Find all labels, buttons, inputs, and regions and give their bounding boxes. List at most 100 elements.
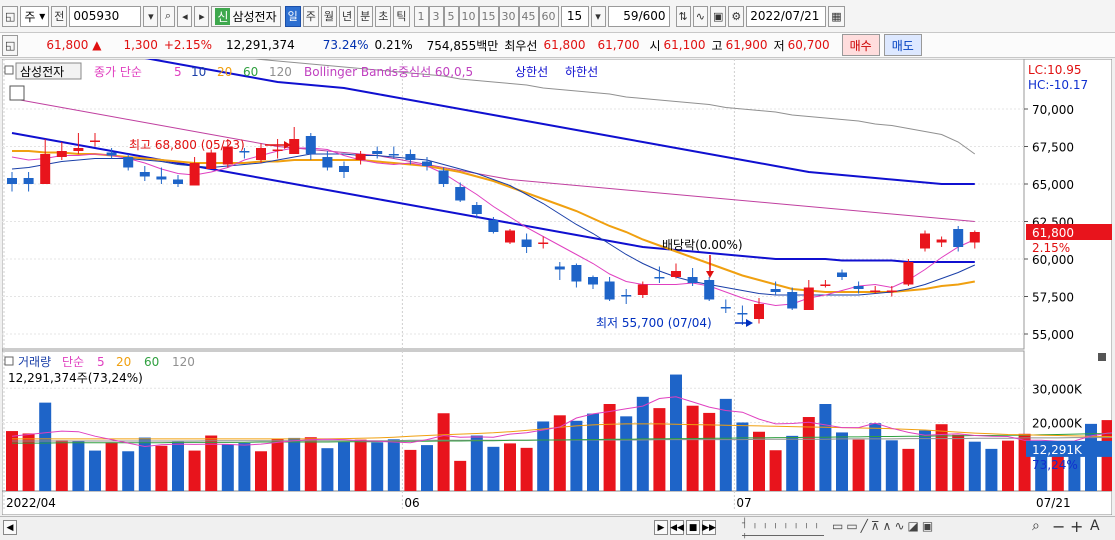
legend-ma-label: 종가 단순 — [94, 65, 142, 79]
zoom-slider[interactable]: ┤ ╷ ╷ ╷ ╷ ╷ ╷ ╷ ╷ — [742, 519, 824, 539]
dropdown-icon[interactable]: ▾ — [143, 5, 159, 27]
quote-window-icon[interactable]: ◱ — [2, 34, 19, 56]
interval-button-45[interactable]: 45 — [518, 5, 539, 27]
plus-icon[interactable]: + — [1070, 517, 1084, 536]
interval-button-5[interactable]: 5 — [443, 5, 459, 27]
annotation-low-arrowhead — [746, 319, 753, 327]
period-tab-2[interactable]: 월 — [320, 5, 338, 27]
volume-bar — [421, 445, 433, 491]
chart-scrollbar[interactable]: ◀ ▶ ◀◀ ■ ▶▶ ┤ ╷ ╷ ╷ ╷ ╷ ╷ ╷ ╷ ▭▭╱⊼∧∿◪▣ ⌕… — [0, 516, 1115, 540]
volume-bar — [387, 439, 400, 491]
candle-body — [886, 290, 897, 292]
y-tick-label: 65,000 — [1032, 178, 1074, 192]
y-tick-label: 70,000 — [1032, 103, 1074, 117]
candle-body — [571, 265, 582, 282]
candle-body — [23, 178, 34, 184]
volume-bar — [935, 424, 948, 491]
sell-button[interactable]: 매도 — [883, 34, 922, 56]
stock-tag: 신 — [215, 7, 231, 25]
next-stock-icon[interactable]: ▸ — [194, 5, 210, 27]
interval-button-60[interactable]: 60 — [538, 5, 559, 27]
volume-bar — [537, 421, 550, 491]
drawing-tools[interactable]: ▭▭╱⊼∧∿◪▣ — [832, 519, 937, 533]
candle-body — [521, 239, 532, 247]
zoom-out-icon[interactable]: ⌕ — [1032, 518, 1040, 534]
candle-body — [239, 151, 250, 153]
window-icon[interactable]: ◱ — [2, 5, 19, 27]
interval-button-1[interactable]: 1 — [413, 5, 429, 27]
stop-icon[interactable]: ■ — [686, 520, 700, 535]
change-percent: +2.15% — [163, 38, 213, 52]
compare-icon[interactable]: ⇅ — [675, 5, 691, 27]
x-tick-label: 2022/04 — [6, 496, 56, 510]
annotation-div-arrowhead — [706, 271, 714, 278]
interval-dropdown-icon[interactable]: ▾ — [590, 5, 606, 27]
volume-bar — [188, 450, 201, 491]
period-tab-6[interactable]: 틱 — [393, 5, 410, 27]
stock-chart[interactable]: 70,00067,50065,00062,50060,00057,50055,0… — [2, 59, 1112, 515]
stock-name-box[interactable]: 신 삼성전자 — [211, 5, 281, 27]
prev-stock-icon[interactable]: ◂ — [177, 5, 193, 27]
period-tab-5[interactable]: 초 — [375, 5, 392, 27]
candle-body — [139, 172, 150, 177]
period-tab-1[interactable]: 주 — [302, 5, 319, 27]
last-price-label: 61,800 — [1032, 226, 1074, 240]
mode-select[interactable]: 주 ▾ — [20, 5, 50, 27]
volume-bar — [255, 451, 267, 491]
search-icon[interactable]: ⌕ — [160, 5, 176, 27]
font-size-icon[interactable]: A — [1090, 518, 1100, 534]
candle-body — [604, 281, 615, 300]
date-input[interactable]: 2022/07/21 — [746, 5, 827, 27]
interval-button-3[interactable]: 3 — [428, 5, 444, 27]
stock-name: 삼성전자 — [232, 9, 277, 24]
last-price-pct: 2.15% — [1032, 241, 1070, 255]
candle-body — [322, 157, 333, 168]
volume-bar — [504, 443, 516, 491]
interval-button-15[interactable]: 15 — [478, 5, 499, 27]
interval-button-30[interactable]: 30 — [498, 5, 519, 27]
volume-bar — [819, 404, 832, 491]
candle-body — [969, 232, 980, 243]
volume-bar — [138, 437, 151, 491]
candle-body — [405, 154, 416, 160]
volume-bar — [105, 442, 118, 491]
candle-body — [770, 289, 781, 292]
period-tab-0[interactable]: 일 — [284, 5, 301, 27]
volume-bar — [686, 405, 699, 491]
mode2-button[interactable]: 전 — [51, 5, 68, 27]
volume-bar — [454, 460, 467, 491]
buy-button[interactable]: 매수 — [841, 34, 880, 56]
candle-body — [654, 277, 665, 279]
draw-line-icon[interactable]: ∿ — [692, 5, 708, 27]
candle-body — [189, 163, 200, 186]
vol-panel-menu-icon — [1098, 353, 1106, 361]
minus-icon[interactable]: − — [1052, 517, 1066, 536]
best-ask-label: 최우선 — [504, 38, 538, 53]
interval-input[interactable]: 15 — [560, 5, 589, 27]
save-icon[interactable]: ▣ — [709, 5, 727, 27]
volume-bar — [271, 438, 284, 491]
calendar-icon[interactable]: ▦ — [828, 5, 845, 27]
volume-bar — [122, 451, 135, 491]
legend-title-box — [15, 62, 82, 80]
volume-bar — [89, 450, 101, 491]
volume-bar — [321, 448, 334, 491]
candle-body — [339, 166, 349, 172]
volume-bar — [1085, 423, 1097, 491]
volume-bar — [437, 413, 450, 491]
volume-bar — [603, 404, 616, 491]
interval-button-10[interactable]: 10 — [458, 5, 479, 27]
scroll-left-icon[interactable]: ◀ — [3, 520, 17, 535]
candle-body — [471, 205, 482, 214]
rewind-icon[interactable]: ◀◀ — [670, 520, 684, 535]
settings-gear-icon[interactable]: ⚙ — [728, 5, 745, 27]
period-tab-4[interactable]: 분 — [357, 5, 374, 27]
fast-forward-icon[interactable]: ▶▶ — [702, 520, 716, 535]
scroll-right-icon[interactable]: ▶ — [654, 520, 668, 535]
volume-bar — [570, 420, 583, 491]
candle-body — [554, 266, 565, 270]
period-tab-3[interactable]: 년 — [339, 5, 356, 27]
code-input[interactable]: 005930 — [69, 5, 142, 27]
